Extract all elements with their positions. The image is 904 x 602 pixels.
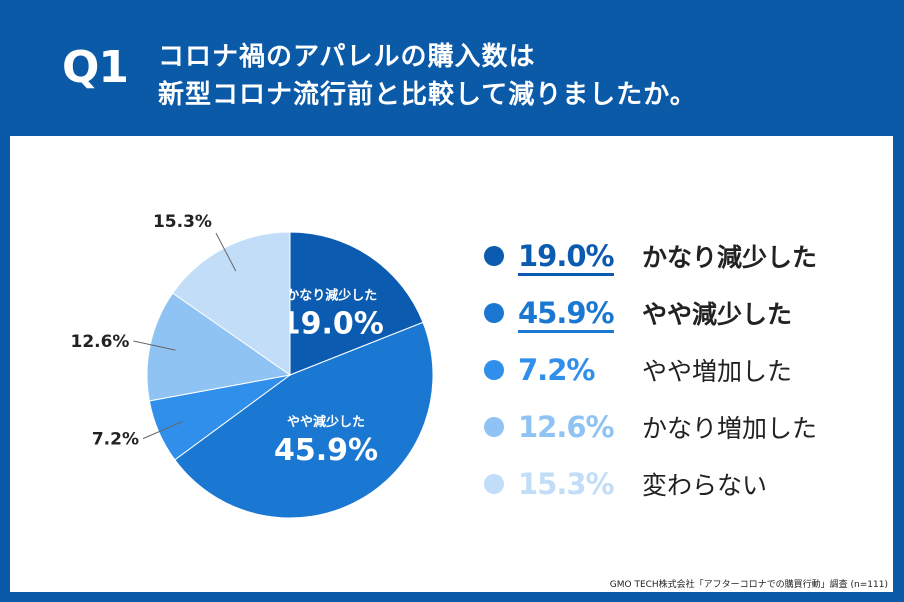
- legend-label: かなり増加した: [642, 414, 818, 443]
- leader-line: [142, 421, 183, 440]
- legend-value: 15.3%: [518, 467, 615, 501]
- legend-value: 45.9%: [518, 296, 642, 333]
- legend-label: かなり減少した: [642, 243, 818, 272]
- legend-dot-icon: [484, 360, 504, 380]
- pie-slice: [289, 231, 424, 376]
- source-note: GMO TECH株式会社「アフターコロナでの購買行動」調査 (n=111): [609, 580, 888, 590]
- slice-value-label: 7.2%: [92, 430, 139, 450]
- legend-dot-icon: [484, 417, 504, 437]
- legend-item: 45.9% やや減少した: [484, 293, 792, 333]
- legend-label: やや増加した: [642, 357, 793, 386]
- slice-value-label: 15.3%: [153, 212, 212, 232]
- leader-line: [133, 340, 176, 351]
- legend-dot-icon: [484, 303, 504, 323]
- legend-dot-icon: [484, 474, 504, 494]
- slice-category-label: やや減少した: [287, 414, 365, 430]
- slice-value-label: 19.0%: [280, 306, 384, 341]
- title-line-1: コロナ禍のアパレルの購入数は: [158, 42, 536, 72]
- legend-value: 7.2%: [518, 353, 595, 387]
- legend-dot-icon: [484, 246, 504, 266]
- legend-label: やや減少した: [642, 300, 793, 329]
- question-number: Q1: [62, 42, 129, 93]
- legend-value: 12.6%: [518, 410, 615, 444]
- slice-value-label: 45.9%: [274, 433, 378, 468]
- slice-category-label: かなり減少した: [286, 287, 377, 303]
- legend-item: 7.2% やや増加した: [484, 350, 792, 390]
- legend-item: 19.0% かなり減少した: [484, 236, 817, 276]
- legend-value: 19.0%: [518, 239, 642, 276]
- slice-value-label: 12.6%: [70, 332, 129, 352]
- title-line-2: 新型コロナ流行前と比較して減りましたか。: [158, 80, 697, 110]
- legend-item: 12.6% かなり増加した: [484, 407, 817, 447]
- pie-slice: [174, 321, 434, 519]
- leader-line: [215, 232, 237, 272]
- legend-label: 変わらない: [642, 471, 768, 500]
- legend-item: 15.3% 変わらない: [484, 464, 767, 504]
